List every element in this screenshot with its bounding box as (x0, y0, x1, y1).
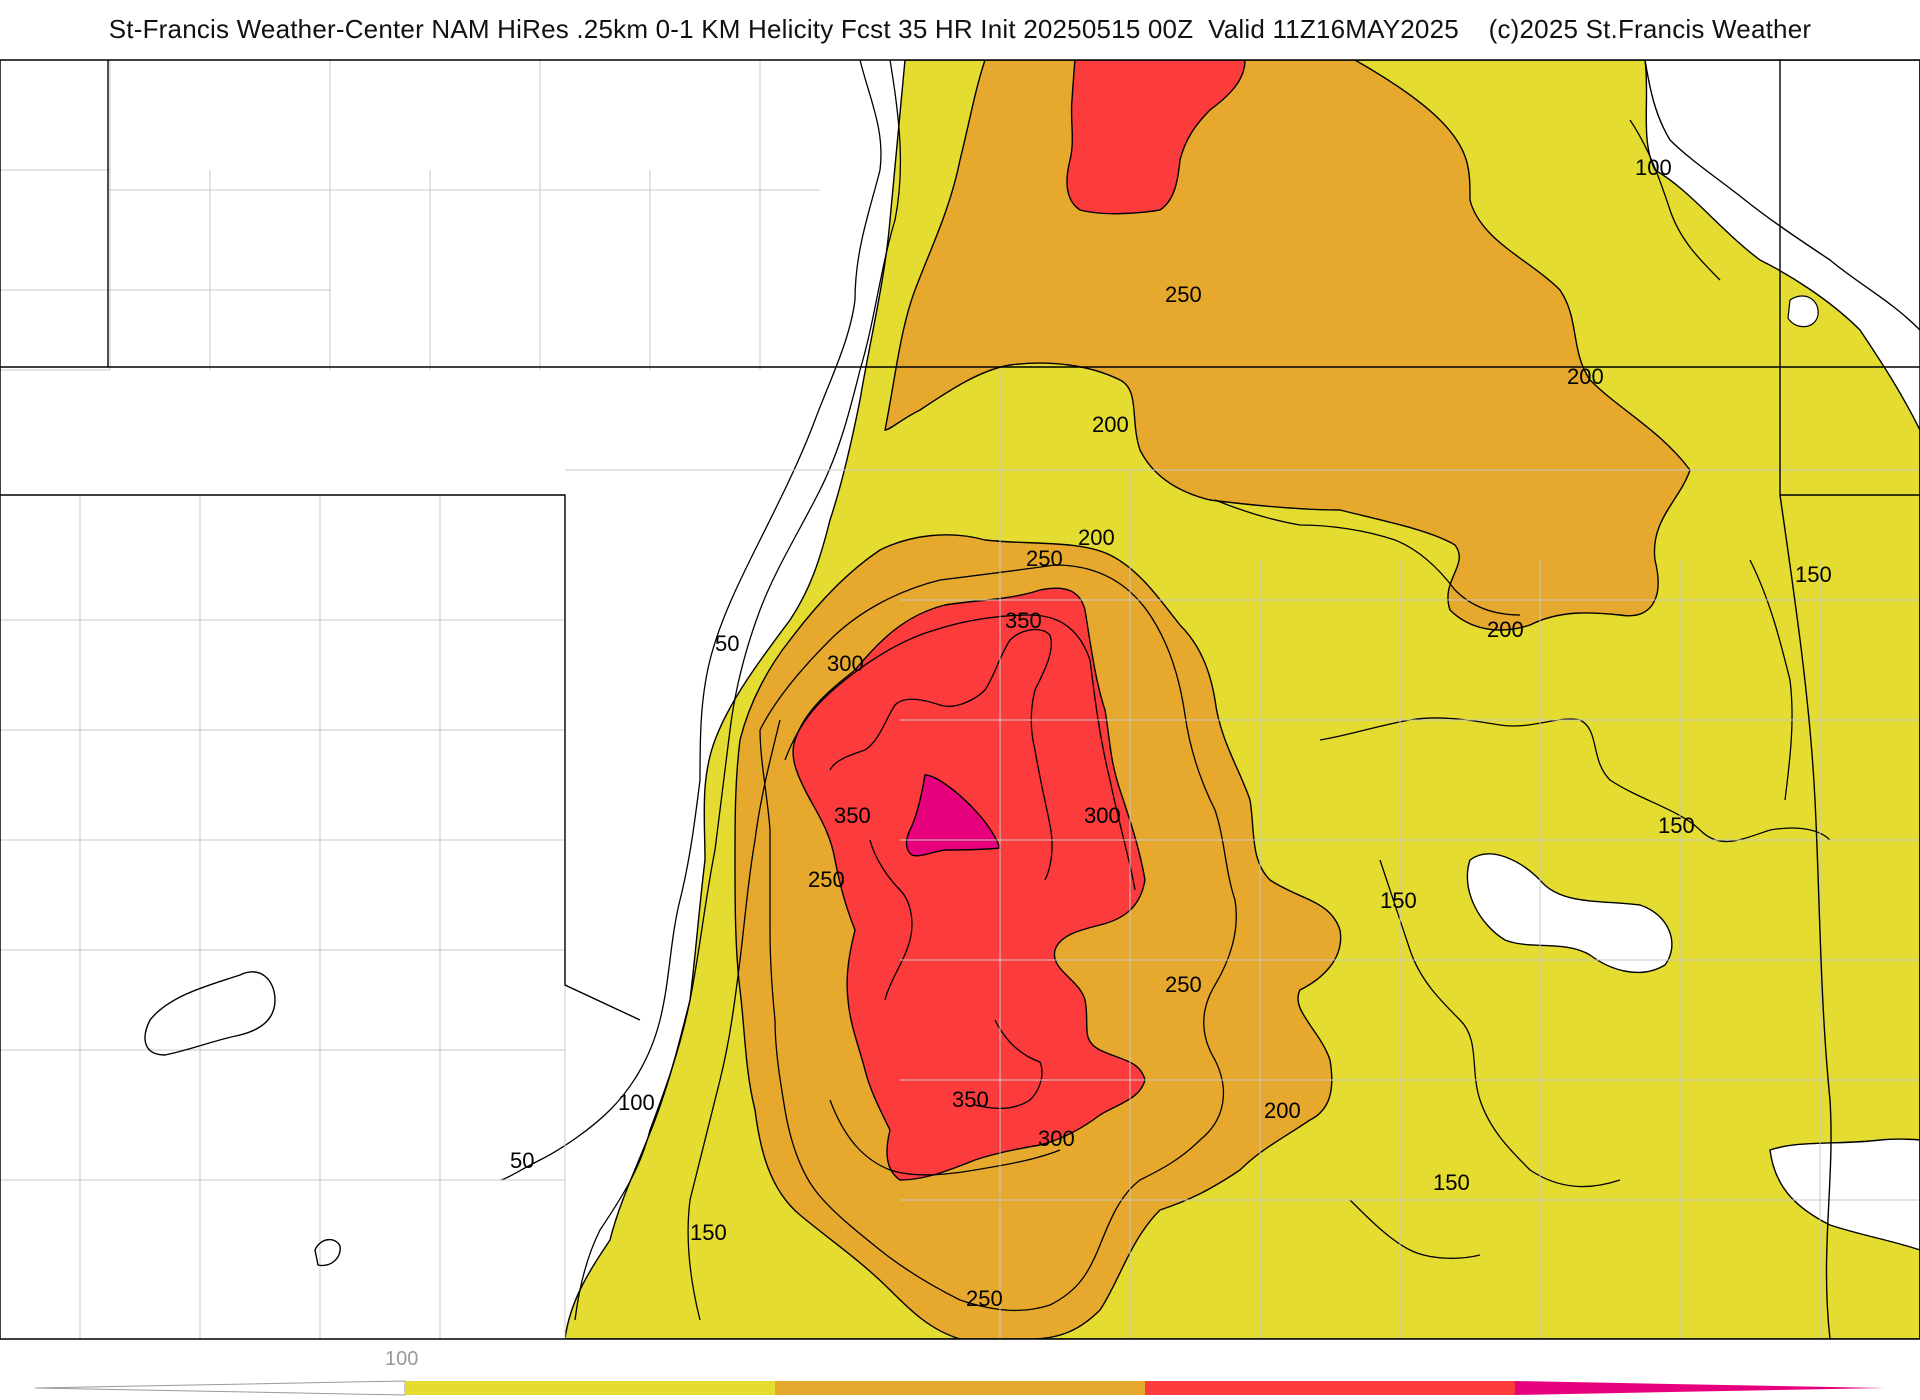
county-lines (0, 60, 1920, 1339)
colorbar-bin-low (34, 1380, 406, 1396)
contour-label-150: 150 (690, 1220, 727, 1245)
contour-label-250: 250 (1165, 282, 1202, 307)
contour-label-350: 350 (1005, 608, 1042, 633)
colorbar-bin-400-plus (1515, 1381, 1885, 1395)
contour-label-150: 150 (1795, 562, 1832, 587)
contour-label-200: 200 (1078, 525, 1115, 550)
colorbar-bin-100-200 (405, 1381, 775, 1395)
low-helicity-pocket (1644, 60, 1920, 331)
state-lines (0, 60, 1920, 1339)
map-plot-area: 50 50 100 100 150 150 150 150 150 200 20… (0, 60, 1920, 1339)
map-title: St-Francis Weather-Center NAM HiRes .25k… (108, 14, 1812, 44)
contour-label-300: 300 (1084, 803, 1121, 828)
helicity-300-400-fill (792, 587, 1146, 1181)
contour-label-250: 250 (1165, 972, 1202, 997)
contour-label-150: 150 (1658, 813, 1695, 838)
contour-label-200: 200 (1487, 617, 1524, 642)
contour-label-150: 150 (1433, 1170, 1470, 1195)
contour-lines (499, 60, 1831, 1321)
colorbar-tick-label: 100 (385, 1348, 418, 1370)
contour-label-250: 250 (808, 867, 845, 892)
helicity-300-400-fill (1066, 60, 1246, 215)
helicity-400-plus-fill (905, 774, 1001, 857)
map-frame (0, 59, 1920, 1340)
contour-label-350: 350 (834, 803, 871, 828)
low-helicity-pocket (314, 1239, 341, 1267)
colorbar-bin-300-400 (1145, 1381, 1515, 1395)
low-helicity-pocket (1787, 295, 1819, 328)
contour-label-200: 200 (1092, 412, 1129, 437)
contour-label-150: 150 (1380, 888, 1417, 913)
contour-label-300: 300 (827, 651, 864, 676)
contour-labels: 50 50 100 100 150 150 150 150 150 200 20… (510, 155, 1832, 1311)
contour-label-200: 200 (1567, 364, 1604, 389)
contour-label-300: 300 (1038, 1126, 1075, 1151)
low-helicity-pocket (144, 971, 276, 1056)
colorbar-bin-200-300 (775, 1381, 1145, 1395)
contour-label-100: 100 (618, 1090, 655, 1115)
contour-label-250: 250 (966, 1286, 1003, 1311)
contour-label-50: 50 (510, 1148, 534, 1173)
contour-label-350: 350 (952, 1087, 989, 1112)
contour-label-200: 200 (1264, 1098, 1301, 1123)
contour-label-50: 50 (715, 631, 739, 656)
contour-label-250: 250 (1026, 546, 1063, 571)
colorbar: 100 (34, 1348, 1885, 1396)
contour-label-100: 100 (1635, 155, 1672, 180)
